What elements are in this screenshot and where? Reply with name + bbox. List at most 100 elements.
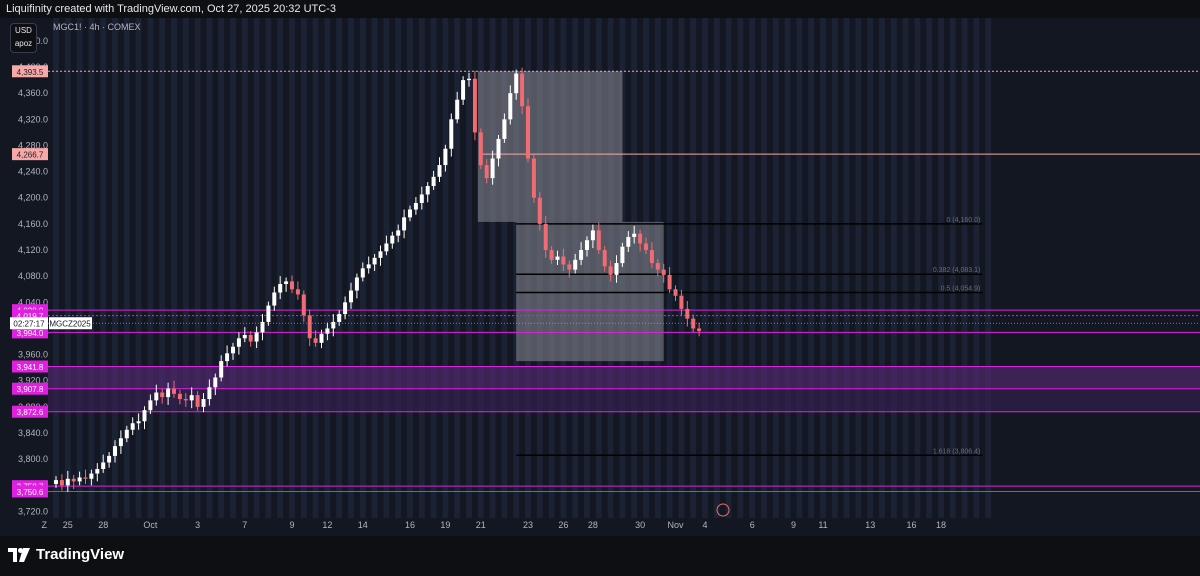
candle-body (679, 295, 684, 309)
x-tick-label: 12 (322, 520, 332, 530)
session-band (123, 18, 130, 518)
x-tick-label: 28 (588, 520, 598, 530)
session-band (159, 18, 166, 518)
session-band (961, 18, 968, 518)
candle-body (608, 266, 613, 275)
candle-body (201, 399, 206, 407)
candle-body (467, 78, 471, 81)
session-band (784, 18, 791, 518)
session-band (171, 18, 177, 518)
session-band (112, 18, 118, 518)
candle-body (301, 294, 306, 316)
tradingview-logo[interactable]: TradingView (8, 546, 124, 563)
candle-body (390, 235, 395, 244)
price-level-tag-text: 3,994.0 (17, 329, 44, 338)
session-band (348, 18, 354, 518)
candle-body (77, 477, 82, 482)
candle-body (502, 119, 507, 139)
x-tick-label: Nov (667, 520, 684, 530)
session-band (831, 18, 838, 518)
session-band (265, 18, 272, 518)
session-band (253, 18, 260, 518)
session-band (843, 18, 850, 518)
candle-body (242, 334, 247, 339)
price-level-tag-text: 4,266.7 (17, 151, 44, 160)
x-tick-label: 4 (702, 520, 707, 530)
liquidity-zone (48, 388, 1200, 412)
session-band (336, 18, 343, 518)
y-tick-label: 4,080.0 (18, 271, 48, 281)
candle-body (219, 361, 224, 378)
candle-body (644, 243, 648, 251)
candle-body (366, 264, 371, 269)
candle-body (325, 328, 330, 334)
x-tick-label: 9 (791, 520, 796, 530)
price-level-tag: 3,941.8 (12, 360, 48, 373)
session-band (926, 18, 933, 518)
candle-body (83, 477, 88, 479)
candle-body (614, 263, 619, 275)
session-band (430, 18, 437, 518)
session-band (949, 18, 956, 518)
session-band (973, 18, 980, 518)
session-band (690, 18, 697, 518)
candle-body (71, 478, 76, 482)
session-band (418, 18, 425, 518)
x-tick-label: 14 (358, 520, 368, 530)
price-level-tag: 3,907.8 (12, 382, 48, 395)
candle-body (620, 246, 625, 264)
currency-selector[interactable]: USD apoz (10, 23, 37, 53)
price-level-tag: 3,750.6 (12, 485, 48, 498)
candle-body (520, 73, 525, 107)
candle-body (295, 289, 300, 295)
candle-body (260, 321, 265, 333)
price-level-tag-text: 3,750.6 (17, 488, 44, 497)
candle-body (107, 455, 112, 463)
x-tick-label: 11 (818, 520, 827, 530)
fib-level-label: 0.5 (4,054.9) (941, 286, 981, 293)
session-band (713, 18, 720, 518)
x-tick-label: 16 (906, 520, 916, 530)
candle-body (573, 259, 578, 270)
candle-body (272, 292, 277, 306)
candle-body (172, 388, 176, 394)
x-tick-label: 23 (523, 520, 533, 530)
price-level-tag-text: 4,393.5 (17, 68, 44, 77)
candle-body (384, 243, 389, 252)
candle-body (177, 393, 182, 400)
session-band (914, 18, 921, 518)
session-band (501, 18, 508, 518)
candle-body (213, 377, 218, 388)
candle-body (154, 392, 159, 401)
session-band (796, 18, 803, 518)
session-band (737, 18, 744, 518)
session-band (76, 18, 83, 518)
alert-icon (716, 503, 730, 517)
session-band (477, 18, 484, 518)
candle-body (649, 250, 654, 264)
candle-body (508, 93, 513, 120)
y-tick-label: 4,320.0 (18, 114, 48, 124)
session-band (725, 18, 732, 518)
candle-body (195, 395, 200, 407)
candle-body (130, 423, 135, 430)
session-band (772, 18, 779, 518)
price-level-tag-bg (12, 360, 48, 373)
candle-body (378, 251, 383, 258)
candle-body (655, 263, 660, 270)
session-band (879, 18, 885, 518)
symbol-tag-text: MGCZ2025 (49, 320, 91, 329)
candle-body (207, 387, 212, 400)
y-tick-label: 4,280.0 (18, 140, 48, 150)
session-band (702, 18, 708, 518)
chart-area[interactable]: 3,720.03,760.03,800.03,840.03,880.03,920… (0, 18, 1200, 536)
x-tick-label: 25 (63, 520, 73, 530)
y-tick-label: 4,160.0 (18, 219, 48, 229)
session-band (890, 18, 897, 518)
candle-body (142, 410, 147, 422)
candle-body (124, 429, 129, 439)
candle-body (284, 281, 289, 285)
candle-body (54, 480, 58, 485)
candle-body (537, 197, 542, 224)
price-chart[interactable]: 3,720.03,760.03,800.03,840.03,880.03,920… (0, 18, 1200, 536)
